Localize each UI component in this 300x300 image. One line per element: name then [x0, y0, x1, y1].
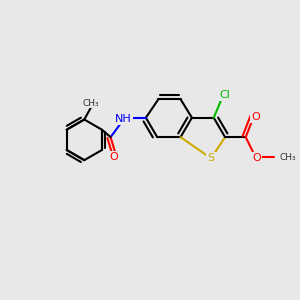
Text: CH₃: CH₃ — [82, 99, 99, 108]
Text: NH: NH — [115, 114, 131, 124]
Text: O: O — [251, 112, 260, 122]
Text: Cl: Cl — [219, 90, 230, 100]
Text: O: O — [252, 153, 261, 163]
Text: S: S — [208, 153, 214, 164]
Text: O: O — [109, 152, 118, 162]
Text: CH₃: CH₃ — [280, 153, 296, 162]
